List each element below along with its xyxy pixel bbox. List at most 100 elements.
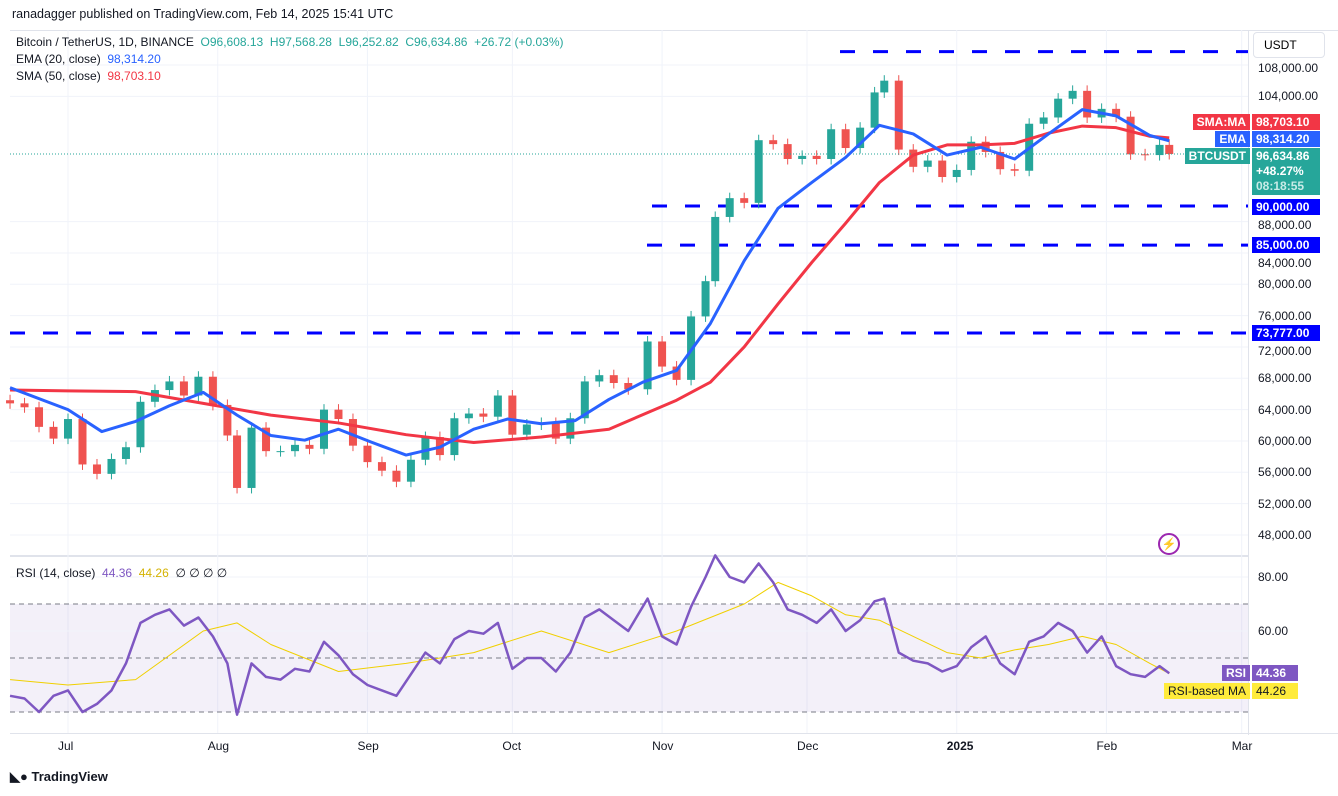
candle-body: [566, 418, 575, 439]
candle-body: [658, 341, 667, 367]
candle-body: [421, 437, 430, 460]
candle-body: [233, 435, 242, 488]
candle-body: [701, 281, 710, 317]
candle-body: [247, 427, 256, 488]
time-tick-label: Aug: [207, 739, 230, 753]
candle-body: [1112, 108, 1121, 117]
candle-body: [856, 127, 865, 149]
top-border: [10, 30, 1338, 31]
candle-body: [49, 426, 58, 439]
sma-tag-name: SMA:MA: [1192, 114, 1250, 130]
candle-body: [967, 141, 976, 170]
candle-body: [1068, 90, 1077, 99]
price-tick-label: 76,000.00: [1258, 308, 1312, 323]
candle-body: [78, 419, 87, 465]
candle-body: [406, 459, 415, 482]
candle-body: [363, 445, 372, 463]
price-tick-label: 104,000.00: [1258, 89, 1319, 104]
price-tick-label: 60,000.00: [1258, 433, 1312, 448]
currency-button[interactable]: USDT: [1253, 32, 1325, 58]
lightning-alert-icon[interactable]: ⚡: [1158, 533, 1180, 555]
rsi-ma-line: [9, 581, 1170, 686]
publish-info: ranadagger published on TradingView.com,…: [12, 7, 394, 21]
candle-body: [479, 413, 488, 417]
sma-value: 98,703.10: [107, 69, 161, 83]
candle-body: [305, 444, 314, 449]
candle-body: [711, 216, 720, 282]
candle-body: [522, 424, 531, 435]
candle-body: [870, 92, 879, 128]
symbol-name[interactable]: Bitcoin / TetherUS, 1D, BINANCE: [16, 35, 194, 49]
ohlc-change: +26.72 (+0.03%): [474, 35, 564, 49]
price-tick-label: 68,000.00: [1258, 371, 1312, 386]
ohlc-open: O96,608.13: [200, 35, 264, 49]
price-tick-label: 56,000.00: [1258, 465, 1312, 480]
candle-body: [377, 462, 386, 471]
price-axis-border: [1248, 30, 1249, 735]
time-tick-label: Oct: [502, 739, 522, 753]
time-tick-label: Sep: [357, 739, 379, 753]
price-tick-label: 52,000.00: [1258, 496, 1312, 511]
tradingview-logo[interactable]: ◣● TradingView: [10, 770, 108, 784]
candle-body: [595, 375, 604, 382]
candle-body: [92, 464, 101, 474]
candle-body: [392, 470, 401, 482]
candle-body: [223, 404, 232, 436]
candle-body: [609, 375, 618, 383]
candle-body: [938, 160, 947, 178]
sma-label: SMA (50, close): [16, 69, 101, 83]
last-price-tag: 96,634.86 +48.27% 08:18:55: [1252, 148, 1320, 195]
rsi-tick-label: 80.00: [1258, 570, 1289, 584]
rsi-extra-values: ∅ ∅ ∅ ∅: [175, 566, 228, 580]
rsi-tag-value: 44.36: [1252, 665, 1298, 681]
time-tick-label: Dec: [796, 739, 819, 753]
candle-body: [672, 366, 681, 380]
candle-body: [276, 451, 285, 453]
price-tick-label: 108,000.00: [1258, 61, 1319, 75]
price-tick-label: 84,000.00: [1258, 256, 1312, 270]
pane-separator: [10, 555, 1248, 557]
candle-body: [996, 151, 1005, 170]
candle-body: [923, 160, 932, 167]
ema-tag-value: 98,314.20: [1252, 131, 1320, 147]
candle-body: [740, 198, 749, 203]
candle-body: [880, 80, 889, 93]
candle-body: [319, 409, 328, 449]
candle-body: [841, 129, 850, 149]
last-price-value: 96,634.86: [1256, 149, 1310, 163]
time-tick-label: Jul: [58, 739, 74, 753]
candle-body: [64, 419, 72, 439]
rsi-ma-tag-value: 44.26: [1252, 683, 1298, 699]
rsi-tick-label: 60.00: [1258, 624, 1289, 638]
time-tick-label: Nov: [652, 739, 674, 753]
rsi-band-fill: [10, 604, 1248, 712]
candle-body: [165, 381, 174, 391]
candle-body: [348, 419, 357, 446]
rsi-legend[interactable]: RSI (14, close) 44.36 44.26 ∅ ∅ ∅ ∅: [16, 566, 227, 580]
candle-body: [291, 444, 300, 452]
candle-body: [107, 458, 116, 474]
sma-tag-value: 98,703.10: [1252, 114, 1320, 130]
price-tick-label: 80,000.00: [1258, 277, 1312, 292]
sma-legend[interactable]: SMA (50, close) 98,703.10: [16, 69, 161, 83]
ema-legend[interactable]: EMA (20, close) 98,314.20: [16, 52, 161, 66]
level-73777-tag: 73,777.00: [1252, 325, 1320, 341]
ema-20-line: [9, 108, 1170, 457]
candle-body: [551, 422, 560, 439]
rsi-ma-value: 44.26: [138, 566, 169, 580]
candle-body: [136, 401, 145, 448]
candle-body: [894, 80, 903, 150]
rsi-tag-name: RSI: [1221, 665, 1250, 681]
bar-countdown: 08:18:55: [1256, 179, 1305, 193]
candle-body: [580, 381, 589, 419]
ema-label: EMA (20, close): [16, 52, 101, 66]
price-tick-label: 48,000.00: [1258, 527, 1312, 542]
rsi-label: RSI (14, close): [16, 566, 96, 580]
candle-body: [769, 140, 778, 145]
ohlc-high: H97,568.28: [269, 35, 332, 49]
candle-body: [1010, 169, 1019, 171]
candle-body: [812, 155, 821, 159]
candle-body: [952, 169, 961, 178]
candle-body: [1155, 144, 1164, 156]
